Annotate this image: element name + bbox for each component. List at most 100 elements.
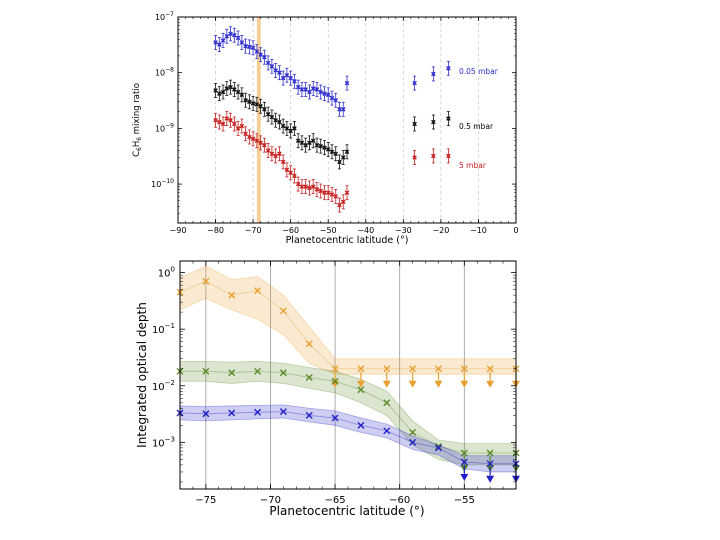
x-tick-label: −40 xyxy=(357,226,374,235)
data-point xyxy=(288,128,293,134)
data-point xyxy=(277,70,282,75)
upper-limit-arrow xyxy=(356,380,365,388)
data-point xyxy=(295,138,301,144)
latitude-highlight-band xyxy=(256,17,261,223)
series-label-0.5-mbar: 0.5 mbar xyxy=(459,122,494,131)
series-0 xyxy=(176,277,520,388)
mixing-ratio-series xyxy=(213,26,451,213)
data-point xyxy=(314,187,320,192)
data-point xyxy=(318,143,324,149)
series-label-0.05-mbar: 0.05 mbar xyxy=(459,67,499,76)
data-point xyxy=(310,184,316,189)
data-point xyxy=(254,287,262,295)
data-point xyxy=(232,87,237,92)
data-point xyxy=(247,134,252,140)
data-point xyxy=(409,365,417,373)
uncertainty-bands xyxy=(179,265,517,473)
data-point xyxy=(269,64,275,69)
data-point xyxy=(409,428,417,436)
data-point xyxy=(337,159,342,165)
data-point xyxy=(273,153,278,159)
data-point xyxy=(314,87,320,92)
data-point xyxy=(254,138,260,144)
x-tick-label: −60 xyxy=(282,226,299,235)
data-point xyxy=(318,89,324,95)
data-point xyxy=(409,438,417,446)
series-2 xyxy=(176,408,520,483)
y-tick-label: 10−7 xyxy=(155,11,174,22)
data-point xyxy=(220,38,226,43)
data-point xyxy=(247,99,252,105)
data-point xyxy=(284,167,290,173)
data-point xyxy=(232,121,237,127)
data-point xyxy=(431,153,436,159)
data-point xyxy=(273,117,278,123)
x-tick-label: −80 xyxy=(207,226,224,235)
data-point xyxy=(284,72,290,78)
median-line xyxy=(179,411,516,465)
data-point xyxy=(357,365,365,373)
data-point xyxy=(318,188,324,194)
data-point xyxy=(213,88,218,93)
data-point xyxy=(303,87,308,92)
y-axis-ticks: 10−10 10−9 10−8 10−7 xyxy=(151,11,516,224)
data-point xyxy=(431,71,436,77)
data-point xyxy=(262,54,267,60)
data-point xyxy=(265,60,271,66)
data-point xyxy=(228,291,236,299)
data-point xyxy=(228,117,233,123)
data-point xyxy=(265,148,271,153)
data-point xyxy=(265,111,271,117)
data-point xyxy=(258,103,263,109)
median-line xyxy=(179,280,516,370)
data-point xyxy=(277,119,282,125)
y-tick-label: 10−1 xyxy=(152,322,175,336)
x-axis-label: Planetocentric latitude (°) xyxy=(269,504,424,518)
data-point xyxy=(247,44,252,50)
data-point xyxy=(220,89,226,95)
x-tick-label: −30 xyxy=(395,226,412,235)
data-point xyxy=(254,367,262,375)
data-point xyxy=(344,80,350,86)
x-axis-ticks: −90 −80 −70 −60 −50 −40 −30 −20 −10 0 xyxy=(170,17,519,235)
data-point xyxy=(235,89,241,95)
data-point xyxy=(254,102,260,107)
data-point xyxy=(217,119,222,125)
data-point xyxy=(340,107,346,112)
data-point xyxy=(446,116,451,121)
data-point xyxy=(224,34,230,39)
data-point xyxy=(340,199,346,205)
x-axis-label: Planetocentric latitude (°) xyxy=(286,235,409,246)
data-point xyxy=(269,114,275,120)
data-point xyxy=(344,190,350,195)
data-point xyxy=(288,75,293,81)
data-point xyxy=(235,126,241,131)
data-point xyxy=(383,427,391,435)
upper-limit-arrow xyxy=(486,475,495,483)
data-point xyxy=(202,277,210,285)
data-point xyxy=(292,126,297,131)
data-point xyxy=(279,307,287,315)
data-point xyxy=(292,173,297,179)
data-point xyxy=(325,147,331,152)
data-point xyxy=(228,31,233,37)
data-point xyxy=(314,142,320,148)
data-point xyxy=(486,449,494,457)
y-tick-label: 10−8 xyxy=(155,67,174,78)
data-point xyxy=(284,126,290,131)
x-tick-label: −70 xyxy=(245,226,262,235)
optical-depth-series xyxy=(176,277,520,483)
data-point xyxy=(232,32,237,38)
y-tick-label: 10−9 xyxy=(155,122,174,133)
data-point xyxy=(303,184,308,189)
x-tick-label: 0 xyxy=(513,226,518,235)
data-point xyxy=(446,153,451,159)
data-point xyxy=(202,367,210,375)
upper-limit-arrow xyxy=(460,473,469,481)
data-point xyxy=(280,123,286,129)
data-point xyxy=(202,410,210,418)
data-point xyxy=(243,97,248,103)
data-point xyxy=(299,87,305,92)
data-point xyxy=(460,449,468,457)
